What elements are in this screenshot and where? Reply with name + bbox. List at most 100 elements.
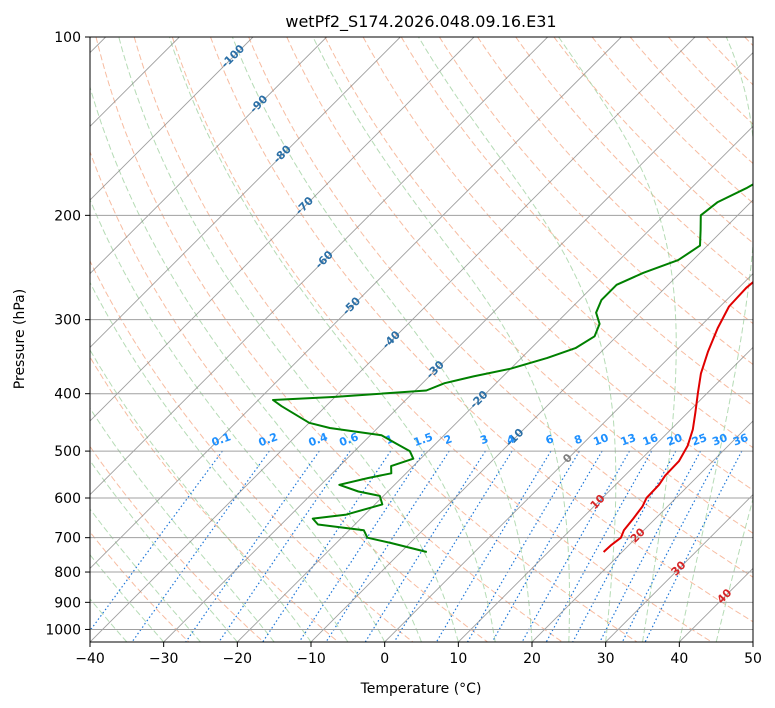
mixing-ratio-line [298,450,425,642]
moist-adiabat-line [752,640,753,642]
dry-adiabat-line [90,445,264,642]
mixing-ratio-label: 2 [442,432,454,447]
mixing-ratio-line [521,450,631,642]
moist-adiabat-line [90,598,128,642]
isotherm-line [605,494,753,642]
background-lines [90,37,753,642]
dry-adiabat-line [362,37,753,449]
mixing-ratio-line [185,450,320,642]
x-tick-label: 20 [523,651,541,667]
y-tick-label: 1000 [45,622,81,638]
mixing-ratio-line [218,450,351,642]
moist-adiabat-line [558,37,677,642]
mixing-ratio-line [491,450,603,642]
mixing-ratio-label: 8 [572,432,584,447]
x-tick-label: −10 [296,651,326,667]
dry-adiabat-line [210,37,753,623]
y-tick-label: 500 [54,444,81,460]
x-tick-label: 50 [744,651,762,667]
mixing-ratio-label: 3 [478,432,490,447]
x-axis-label: Temperature (°C) [360,681,482,697]
x-tick-label: 0 [380,651,389,667]
dry-adiabat-line [286,37,753,534]
plot-background [90,37,753,642]
isotherm-line [90,37,548,496]
dry-adiabat-line [133,37,638,642]
moist-adiabat-line [90,508,201,642]
moist-adiabat-line [231,37,533,642]
y-axis-label: Pressure (hPa) [12,289,28,389]
mixing-ratio-line [262,450,392,642]
mixing-ratio-line [545,450,653,642]
isotherm-line [90,37,696,642]
isotherm-line [752,641,753,642]
mixing-ratio-label: 4 [505,432,517,447]
x-tick-label: 10 [449,651,467,667]
isotherm-line [90,37,401,348]
y-tick-label: 700 [54,531,81,547]
y-tick-label: 900 [54,595,81,611]
isotherm-line [384,273,753,642]
mixing-ratio-line [572,450,677,642]
moist-adiabat-line [90,85,422,642]
dry-adiabat-line [248,37,753,578]
isotherm-line [90,37,327,275]
moist-adiabat-line [312,37,570,642]
moist-adiabat-line [418,37,617,642]
mixing-ratio-label: 10 [592,431,611,449]
moist-adiabat-line [90,198,386,642]
moist-adiabat-line [118,37,459,642]
y-tick-label: 200 [54,208,81,224]
isotherm-line [90,37,622,569]
mixing-ratio-line [621,450,722,642]
mixing-ratio-label: 6 [544,432,556,447]
mixing-ratio-label: 0.6 [338,430,361,449]
dry-adiabat-line [95,37,563,642]
mixing-ratio-label: 16 [641,431,660,449]
isotherm-line [531,420,753,642]
moist-adiabat-line [90,459,238,642]
y-tick-label: 100 [54,30,81,46]
chart-title: wetPf2_S174.2026.048.09.16.E31 [285,12,556,32]
dry-adiabat-line [171,37,712,642]
y-tick-label: 300 [54,313,81,329]
profile-lines [272,183,753,553]
y-tick-label: 600 [54,491,81,507]
x-tick-label: −40 [75,651,105,667]
x-tick-label: −30 [149,651,179,667]
isotherm-line [90,37,475,422]
dry-adiabat-line [324,37,753,491]
x-tick-label: −20 [223,651,253,667]
mixing-ratio-label: 30 [710,431,729,449]
isotherm-line [90,37,254,201]
mixing-ratio-label: 0.1 [210,430,233,449]
y-tick-label: 800 [54,565,81,581]
dry-adiabat-line [90,150,488,642]
mixing-ratio-label: 0.4 [307,430,330,449]
x-tick-label: 30 [597,651,615,667]
mixing-ratio-line [90,450,223,632]
moist-adiabat-line [90,281,349,642]
mixing-ratio-line [599,450,702,642]
mixing-ratio-line [644,450,743,642]
plot-frame [89,36,754,643]
mixing-ratio-label: 36 [731,431,750,449]
moist-adiabat-line [90,554,165,642]
mixing-ratio-label: 1.5 [412,430,435,449]
moist-adiabat-line [168,37,496,642]
dry-adiabat-line [90,356,339,642]
moist-adiabat-line [678,37,753,642]
mixing-ratio-label: 0.2 [257,430,280,449]
mixing-ratio-label: 13 [619,431,638,448]
isotherm-line [458,346,753,642]
mixing-ratio-label: 20 [665,431,684,449]
isotherm-line [163,52,753,642]
isotherm-line [237,125,753,642]
temperature-profile [602,280,753,553]
dewpoint-profile [272,183,753,553]
isotherm-line [310,199,753,642]
mixing-ratio-label: 25 [690,431,709,448]
x-tick-label: 40 [670,651,688,667]
dry-adiabat-line [400,37,753,407]
